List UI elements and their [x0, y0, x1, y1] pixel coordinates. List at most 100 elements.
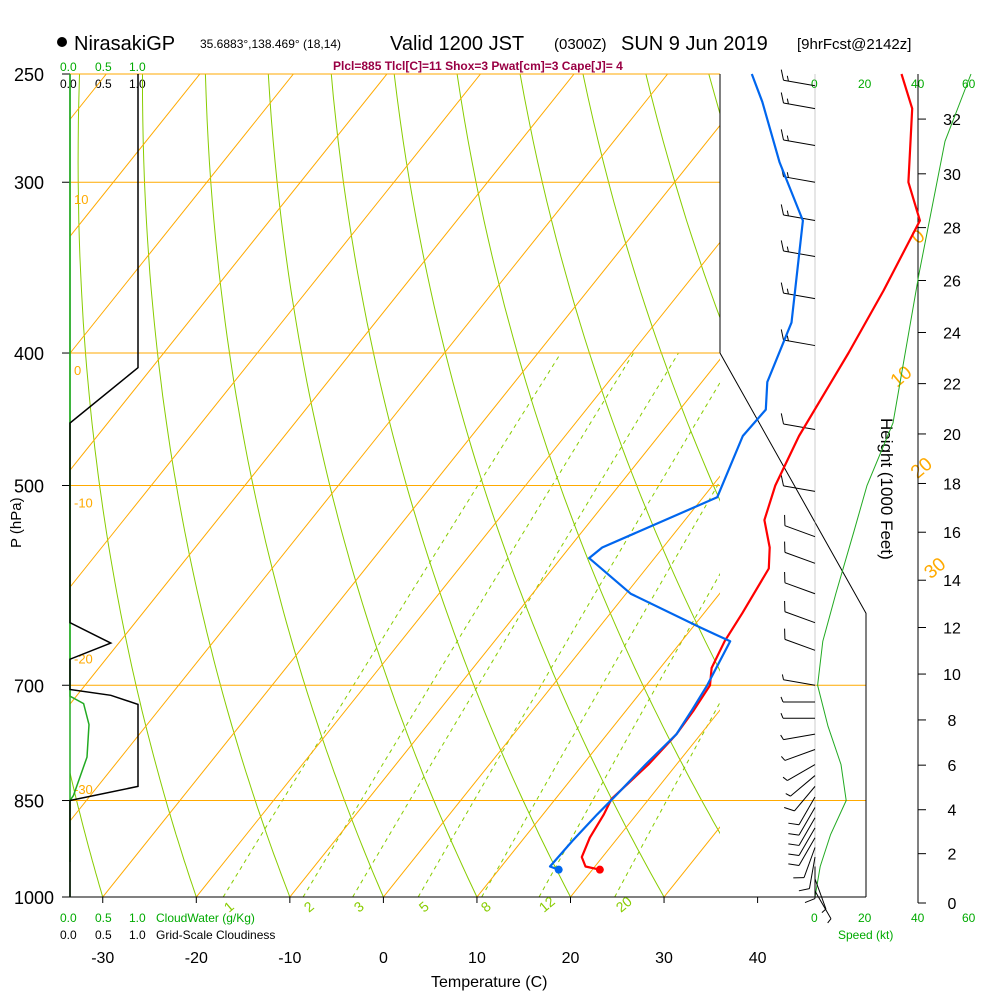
wind-barb-staff — [814, 890, 832, 919]
cloud-water-top-tick: 1.0 — [129, 60, 146, 74]
pressure-tick-label: 250 — [14, 65, 44, 85]
wind-barb-flag — [780, 413, 784, 425]
pressure-tick-label: 300 — [14, 173, 44, 193]
wind-barb-staff — [803, 847, 816, 878]
wind-barb-half-flag — [786, 98, 789, 105]
forecast-info: [9hrFcst@2142z] — [797, 36, 911, 53]
wind-barb-flag — [780, 475, 784, 486]
dewpoint-surface-point — [554, 865, 563, 874]
pressure-tick-label: 700 — [14, 676, 44, 696]
valid-date: SUN 9 Jun 2019 — [621, 33, 768, 55]
wind-barb — [780, 92, 816, 110]
temperature-profile — [580, 73, 922, 871]
wind-barb — [788, 807, 816, 836]
wind-barb-staff — [794, 786, 816, 812]
wind-barb-flag — [780, 69, 784, 81]
mixing-ratio-label: 20 — [613, 893, 635, 915]
wind-barb-staff — [798, 827, 816, 856]
wind-barb — [784, 786, 816, 812]
wind-barb-staff — [784, 638, 816, 651]
wind-barb-half-flag — [780, 696, 784, 703]
wind-barb-half-flag — [786, 210, 789, 216]
dry-adiabat-line — [645, 74, 720, 320]
wind-barb — [788, 796, 816, 826]
wind-barb — [781, 674, 816, 686]
height-tick-label: 30 — [943, 167, 961, 184]
wind-barb-half-flag — [782, 776, 788, 781]
wind-barb-flag — [788, 863, 800, 866]
dewpoint-profile — [548, 73, 805, 871]
wind-barb-half-flag — [786, 75, 789, 82]
height-tick-label: 14 — [943, 573, 961, 590]
valid-time: Valid 1200 JST — [390, 33, 524, 55]
speed-tick-top: 0 — [811, 77, 818, 91]
speed-tick-bottom: 20 — [858, 911, 872, 925]
diagram-lines — [70, 74, 1000, 897]
temperature-tick-label: -10 — [278, 950, 301, 967]
wind-barb-staff — [784, 525, 816, 538]
indices-text: Plcl=885 Tlcl[C]=11 Shox=3 Pwat[cm]=3 Ca… — [333, 59, 623, 73]
cloud-water-label: CloudWater (g/Kg) — [156, 911, 255, 925]
wind-barb — [782, 764, 816, 781]
wind-barb-staff — [784, 551, 816, 564]
mixing-ratio-line — [302, 352, 635, 897]
pressure-tick-label: 400 — [14, 344, 44, 364]
isotherm-line — [70, 74, 388, 471]
dry-adiabat-line — [77, 74, 197, 897]
mixing-ratio-line — [352, 352, 679, 897]
y-axis-label: P (hPa) — [8, 497, 25, 548]
cloudiness-line — [69, 74, 139, 897]
wind-barb-staff — [783, 214, 816, 222]
cloudiness-top-tick: 0.5 — [95, 77, 112, 91]
height-tick-label: 18 — [943, 476, 961, 493]
isotherm-line — [570, 709, 720, 897]
wind-barb-flag — [780, 329, 784, 341]
height-tick-label: 6 — [948, 758, 957, 775]
height-tick-label: 2 — [948, 847, 957, 864]
wind-barb-staff — [783, 79, 816, 87]
wind-barb — [780, 696, 815, 703]
dry-adiabat-line — [519, 74, 720, 672]
wind-barb-staff — [783, 339, 816, 347]
isotherm-line — [851, 74, 1000, 897]
wind-barb-half-flag — [786, 335, 789, 341]
pressure-tick-label: 850 — [14, 792, 44, 812]
dry-adiabat-line — [961, 74, 1000, 897]
wind-barb-flag — [788, 833, 800, 836]
wind-barb — [788, 827, 816, 857]
wind-barb-half-flag — [786, 172, 789, 178]
temperature-tick-label: 40 — [749, 950, 767, 967]
wind-barb-flag — [788, 822, 800, 826]
isotherm-label: -10 — [74, 496, 93, 511]
wind-barb-staff — [783, 679, 816, 686]
wind-barb-half-flag — [785, 793, 791, 797]
wind-barb-half-flag — [780, 734, 784, 740]
wind-barb — [780, 733, 816, 741]
height-tick-label: 8 — [948, 713, 957, 730]
dry-adiabat-line — [267, 74, 478, 897]
wind-barb-half-flag — [786, 288, 789, 295]
wind-barb-flag — [788, 853, 800, 857]
wind-barb — [780, 204, 816, 222]
wind-barb — [793, 847, 816, 879]
wind-barb — [785, 775, 816, 797]
height-tick-label: 24 — [943, 325, 961, 342]
wind-barb-staff — [798, 796, 816, 825]
height-tick-label: 26 — [943, 273, 961, 290]
height-tick-label: 0 — [948, 896, 957, 913]
wind-barb-staff — [798, 817, 816, 846]
temperature-tick-label: -20 — [185, 950, 208, 967]
mixing-ratio-label: 3 — [351, 898, 367, 915]
wind-barb — [788, 837, 816, 866]
wind-panel-border — [719, 352, 867, 897]
wind-barb-staff — [783, 176, 816, 183]
dry-adiabat-line — [204, 74, 384, 897]
wind-barb — [798, 857, 816, 892]
dry-adiabat-line — [142, 74, 291, 897]
isotherm-line — [70, 74, 201, 238]
isotherm-label: 10 — [74, 192, 88, 207]
speed-tick-top: 20 — [858, 77, 872, 91]
mixing-ratio-label: 2 — [301, 898, 317, 915]
cloud-water-top-tick: 0.0 — [60, 60, 77, 74]
